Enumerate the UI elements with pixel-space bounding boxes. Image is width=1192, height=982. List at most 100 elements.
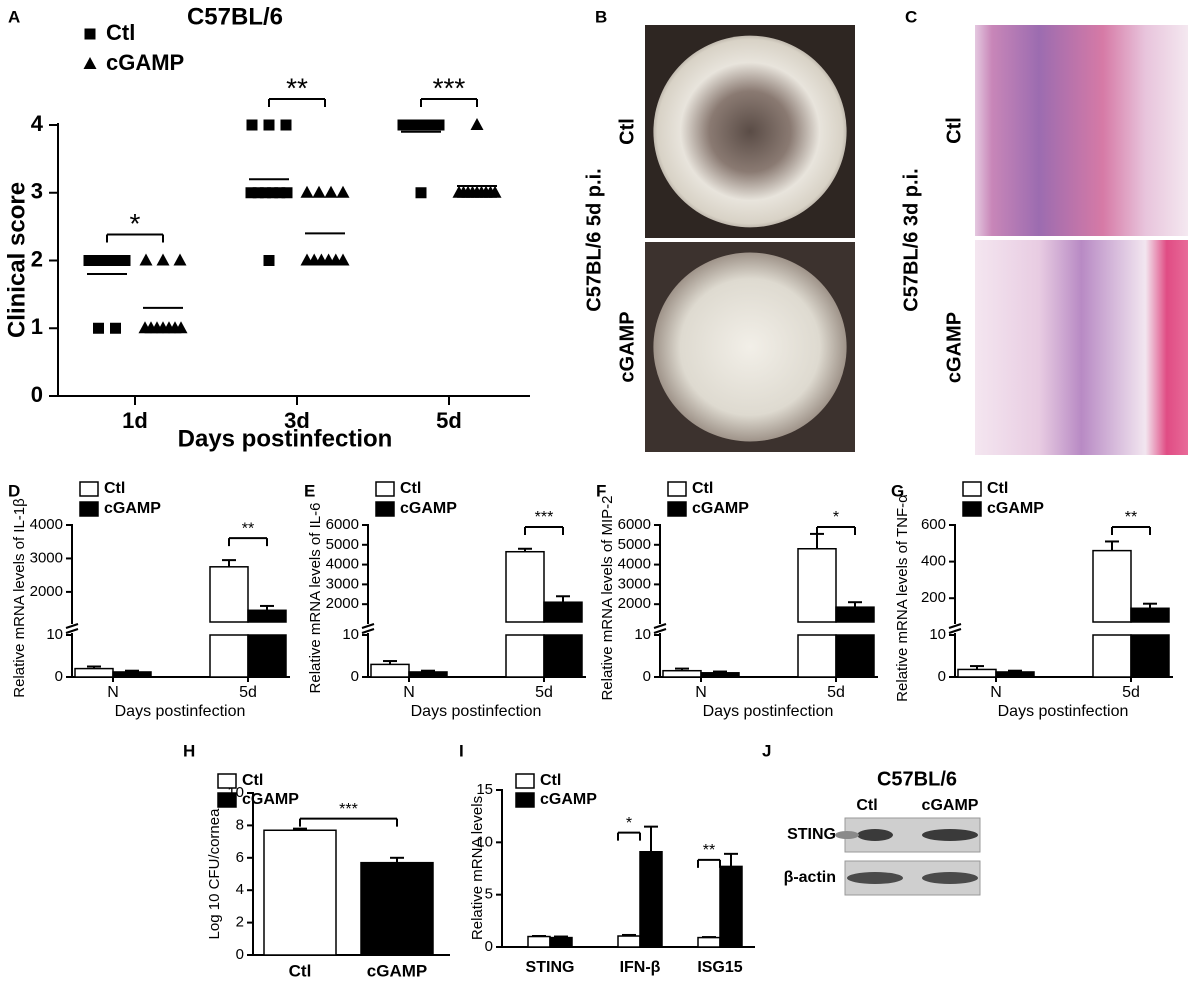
x-axis-label: Days postinfection (178, 425, 393, 452)
significance-label: ** (703, 842, 715, 859)
y-tick-label: 0 (236, 946, 244, 963)
y-tick-label: 15 (476, 781, 493, 798)
data-point (252, 187, 264, 199)
y-axis-label: Clinical score (3, 182, 30, 338)
legend-swatch (962, 481, 982, 497)
x-axis-label: Days postinfection (115, 703, 246, 720)
axis-break (948, 623, 962, 629)
axis-break (361, 628, 375, 634)
data-point (470, 118, 484, 130)
bar (505, 550, 545, 623)
data-point (259, 187, 271, 199)
axis-break (948, 628, 962, 634)
y-tick-label: 0 (31, 382, 43, 407)
y-tick-label: 1 (31, 314, 43, 339)
legend-label: Ctl (400, 480, 421, 497)
panel-letter: J (762, 741, 771, 760)
axis-break (653, 628, 667, 634)
histology-image (975, 25, 1188, 236)
data-point (336, 253, 350, 266)
legend-label: cGAMP (692, 500, 749, 517)
legend-swatch (79, 481, 99, 497)
y-tick-label: 3000 (618, 575, 651, 592)
data-point (274, 187, 286, 199)
data-point (300, 185, 314, 198)
significance-label: * (833, 509, 839, 526)
x-tick-label: N (107, 684, 119, 701)
data-point (93, 322, 104, 334)
x-axis-label: Days postinfection (998, 703, 1129, 720)
data-point (119, 255, 131, 266)
significance-label: * (626, 815, 632, 832)
bar (639, 851, 663, 948)
data-point (324, 185, 338, 198)
y-axis-label: Relative mRNA levels of MIP-2 (599, 495, 616, 700)
legend-label: cGAMP (400, 500, 457, 517)
x-tick-label: ISG15 (697, 959, 742, 976)
y-tick-label: 3000 (30, 549, 63, 566)
bar-lower (1130, 634, 1170, 678)
x-tick-label: 5d (535, 684, 553, 701)
panel-letter: E (304, 481, 315, 500)
significance-label: *** (433, 72, 466, 103)
bar (719, 865, 743, 948)
legend-label: Ctl (106, 20, 135, 45)
legend-swatch (667, 501, 687, 517)
row-label: STING (787, 826, 836, 843)
y-tick-label: 6 (236, 849, 244, 866)
blot-band (922, 829, 978, 841)
bar (543, 601, 583, 623)
y-tick-label: 5000 (326, 536, 359, 553)
y-tick-label: 2 (236, 914, 244, 931)
x-tick-label: 5d (239, 684, 257, 701)
data-point (336, 185, 350, 198)
x-tick-label: 1d (122, 408, 148, 433)
eye (653, 35, 847, 228)
axis-break (653, 623, 667, 629)
bar-lower (505, 634, 545, 678)
y-tick-label: 4 (31, 111, 44, 136)
column-label: cGAMP (922, 797, 979, 814)
panel-letter: I (459, 741, 464, 760)
row-label: Ctl (943, 117, 965, 144)
legend-label: cGAMP (242, 791, 299, 808)
x-tick-label: STING (526, 959, 575, 976)
bar (617, 935, 641, 948)
axis-break (361, 623, 375, 629)
data-point (174, 321, 188, 334)
data-point (280, 119, 292, 131)
x-tick-label: Ctl (289, 961, 312, 980)
y-tick-label: 0 (351, 668, 359, 685)
bar (527, 935, 551, 948)
row-label: β-actin (784, 869, 836, 886)
x-tick-label: 5d (827, 684, 845, 701)
y-tick-label: 5000 (618, 536, 651, 553)
legend-swatch (962, 501, 982, 517)
y-axis-label: Relative mRNA levels of IL-6 (307, 503, 324, 694)
x-tick-label: 5d (1122, 684, 1140, 701)
legend-label: cGAMP (540, 791, 597, 808)
y-tick-label: 10 (634, 626, 651, 643)
chart-title: C57BL/6 (187, 3, 283, 30)
y-tick-label: 2000 (618, 595, 651, 612)
y-tick-label: 4000 (326, 556, 359, 573)
bar (408, 671, 448, 678)
y-tick-label: 200 (921, 589, 946, 606)
legend-swatch (667, 481, 687, 497)
significance-label: ** (1125, 509, 1137, 526)
bar-lower (247, 634, 287, 678)
chart-title: C57BL/6 (877, 768, 957, 790)
legend-label: Ctl (987, 480, 1008, 497)
panel-letter: C (905, 7, 917, 26)
y-tick-label: 2000 (30, 583, 63, 600)
legend-marker (84, 28, 96, 40)
eye (653, 252, 847, 442)
y-tick-label: 4000 (30, 516, 63, 533)
y-tick-label: 0 (643, 668, 651, 685)
data-point (433, 119, 445, 131)
y-tick-label: 2 (31, 246, 43, 271)
bar-lower (797, 634, 837, 678)
legend-marker (83, 57, 97, 69)
data-point (245, 187, 257, 199)
x-axis-label: Days postinfection (411, 703, 542, 720)
